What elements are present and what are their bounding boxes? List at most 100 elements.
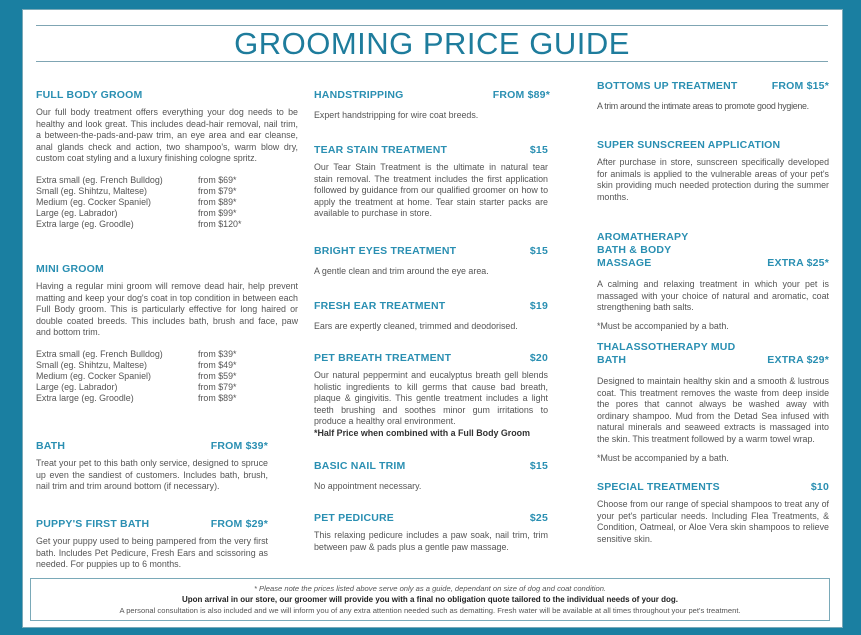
size-price: from $89*	[198, 392, 237, 403]
section-heading: BRIGHT EYES TREATMENT $15	[314, 245, 548, 258]
service-price: $15	[529, 144, 548, 156]
service-name: BASIC NAIL TRIM	[314, 460, 406, 472]
service-price: $15	[529, 245, 548, 257]
service-description: Our full body treatment offers everythin…	[36, 107, 298, 164]
dog-size: Extra small (eg. French Bulldog)	[36, 348, 163, 359]
section-heading: BATH FROM $39*	[36, 440, 268, 453]
service-name: SUPER SUNSCREEN APPLICATION	[597, 139, 781, 151]
price-guide-sheet	[22, 9, 843, 628]
size-price: from $39*	[198, 348, 237, 359]
section-bath: BATH FROM $39* Treat your pet to this bath…	[36, 440, 268, 493]
service-description: A calming and relaxing treatment in whic…	[597, 279, 829, 313]
size-price: from $59*	[198, 370, 237, 381]
section-aromatherapy-bath-body-massage: AROMATHERAPY BATH & BODY MASSAGE EXTRA $2…	[597, 231, 829, 332]
size-price-row: Small (eg. Shihtzu, Maltese) from $49*	[36, 360, 236, 371]
size-price-row: Large (eg. Labrador) from $99*	[36, 208, 241, 219]
size-price-row: Medium (eg. Cocker Spaniel) from $89*	[36, 197, 241, 208]
service-description: Our natural peppermint and eucalyptus br…	[314, 370, 548, 427]
service-price: FROM $29*	[210, 518, 268, 530]
section-special-treatments: SPECIAL TREATMENTS $10 Choose from our ran…	[597, 481, 829, 545]
service-description: This relaxing pedicure includes a paw so…	[314, 530, 548, 552]
service-description: Get your puppy used to being pampered fr…	[36, 536, 268, 570]
section-heading: HANDSTRIPPING FROM $89*	[314, 89, 550, 102]
service-description: Treat your pet to this bath only service…	[36, 458, 268, 492]
service-price: FROM $39*	[210, 440, 268, 452]
section-heading: SPECIAL TREATMENTS $10	[597, 481, 829, 494]
size-price: from $69*	[198, 174, 237, 185]
size-price-row: Extra small (eg. French Bulldog) from $69…	[36, 175, 241, 186]
footer-disclaimer: * Please note the prices listed above se…	[253, 584, 607, 593]
service-name: PET BREATH TREATMENT	[314, 352, 452, 364]
service-name: PUPPY'S FIRST BATH	[36, 518, 150, 530]
size-price: from $120*	[198, 218, 242, 229]
section-heading: TEAR STAIN TREATMENT $15	[314, 144, 548, 157]
section-heading: FRESH EAR TREATMENT $19	[314, 300, 548, 313]
service-name: THALASSOTHERAPY MUD BATH	[597, 341, 736, 366]
service-price: FROM $89*	[492, 89, 550, 101]
service-description: A gentle clean and trim around the eye a…	[314, 266, 489, 276]
service-name: SPECIAL TREATMENTS	[597, 481, 720, 493]
service-name: FRESH EAR TREATMENT	[314, 300, 446, 312]
section-pet-breath-treatment: PET BREATH TREATMENT $20 Our natural peppe…	[314, 352, 548, 440]
section-super-sunscreen-application: SUPER SUNSCREEN APPLICATION After purchas…	[597, 139, 829, 203]
half-price-note: *Half Price when combined with a Full Bo…	[314, 427, 530, 438]
service-name: HANDSTRIPPING	[314, 89, 404, 101]
service-name: FULL BODY GROOM	[36, 89, 143, 101]
service-name: TEAR STAIN TREATMENT	[314, 144, 448, 156]
section-bottoms-up-treatment: BOTTOMS UP TREATMENT FROM $15* A trim arou…	[597, 80, 829, 113]
service-price: $20	[529, 352, 548, 364]
service-name: BOTTOMS UP TREATMENT	[597, 80, 738, 92]
section-pet-pedicure: PET PEDICURE $25 This relaxing pedicure in…	[314, 512, 548, 553]
service-description: Having a regular mini groom will remove …	[36, 281, 298, 338]
section-handstripping: HANDSTRIPPING FROM $89* Expert handstrippi…	[314, 89, 550, 122]
service-name: AROMATHERAPY BATH & BODY MASSAGE	[597, 231, 689, 269]
service-price: $15	[529, 460, 548, 472]
size-price-row: Small (eg. Shihtzu, Maltese) from $79*	[36, 186, 241, 197]
size-price: from $99*	[198, 207, 237, 218]
size-price-row: Medium (eg. Cocker Spaniel) from $59*	[36, 371, 236, 382]
section-thalassotherapy-mud-bath: THALASSOTHERAPY MUD BATH EXTRA $29* Design…	[597, 341, 829, 464]
section-heading: BASIC NAIL TRIM $15	[314, 460, 548, 473]
section-heading: MINI GROOM	[36, 263, 298, 276]
dog-size: Extra large (eg. Groodle)	[36, 218, 134, 229]
dog-size: Large (eg. Labrador)	[36, 381, 118, 392]
service-description: Choose from our range of special shampoo…	[597, 499, 829, 544]
size-price: from $79*	[198, 185, 237, 196]
section-heading: SUPER SUNSCREEN APPLICATION	[597, 139, 829, 152]
bath-required-note: *Must be accompanied by a bath.	[597, 320, 729, 331]
title-rule-top	[36, 25, 828, 26]
bath-required-note: *Must be accompanied by a bath.	[597, 452, 729, 463]
dog-size: Medium (eg. Cocker Spaniel)	[36, 370, 151, 381]
service-price: $25	[529, 512, 548, 524]
service-name: BATH	[36, 440, 66, 452]
service-name: PET PEDICURE	[314, 512, 394, 524]
service-description: After purchase in store, sunscreen speci…	[597, 157, 829, 202]
service-description: Designed to maintain healthy skin and a …	[597, 376, 829, 444]
dog-size: Large (eg. Labrador)	[36, 207, 118, 218]
service-description: No appointment necessary.	[314, 481, 422, 491]
size-price-table: Extra small (eg. French Bulldog) from $69…	[36, 175, 241, 230]
size-price: from $89*	[198, 196, 237, 207]
service-description: Ears are expertly cleaned, trimmed and d…	[314, 321, 518, 331]
dog-size: Small (eg. Shihtzu, Maltese)	[36, 185, 147, 196]
size-price-row: Extra small (eg. French Bulldog) from $39…	[36, 349, 236, 360]
service-price: $19	[529, 300, 548, 312]
size-price-row: Extra large (eg. Groodle) from $89*	[36, 393, 236, 404]
section-mini-groom: MINI GROOM Having a regular mini groom wi…	[36, 263, 298, 404]
section-bright-eyes-treatment: BRIGHT EYES TREATMENT $15 A gentle clean a…	[314, 245, 548, 278]
section-heading: BOTTOMS UP TREATMENT FROM $15*	[597, 80, 829, 93]
service-price: EXTRA $25*	[767, 257, 829, 269]
dog-size: Extra large (eg. Groodle)	[36, 392, 134, 403]
service-price: FROM $15*	[771, 80, 829, 92]
size-price: from $79*	[198, 381, 237, 392]
footer-note: * Please note the prices listed above se…	[30, 578, 830, 621]
service-name: MINI GROOM	[36, 263, 104, 275]
section-full-body-groom: FULL BODY GROOM Our full body treatment o…	[36, 89, 298, 230]
section-puppy-s-first-bath: PUPPY'S FIRST BATH FROM $29* Get your pupp…	[36, 518, 268, 571]
service-name: BRIGHT EYES TREATMENT	[314, 245, 457, 257]
section-basic-nail-trim: BASIC NAIL TRIM $15 No appointment necessa…	[314, 460, 548, 493]
dog-size: Small (eg. Shihtzu, Maltese)	[36, 359, 147, 370]
dog-size: Extra small (eg. French Bulldog)	[36, 174, 163, 185]
section-fresh-ear-treatment: FRESH EAR TREATMENT $19 Ears are expertly …	[314, 300, 548, 333]
size-price-table: Extra small (eg. French Bulldog) from $39…	[36, 349, 236, 404]
